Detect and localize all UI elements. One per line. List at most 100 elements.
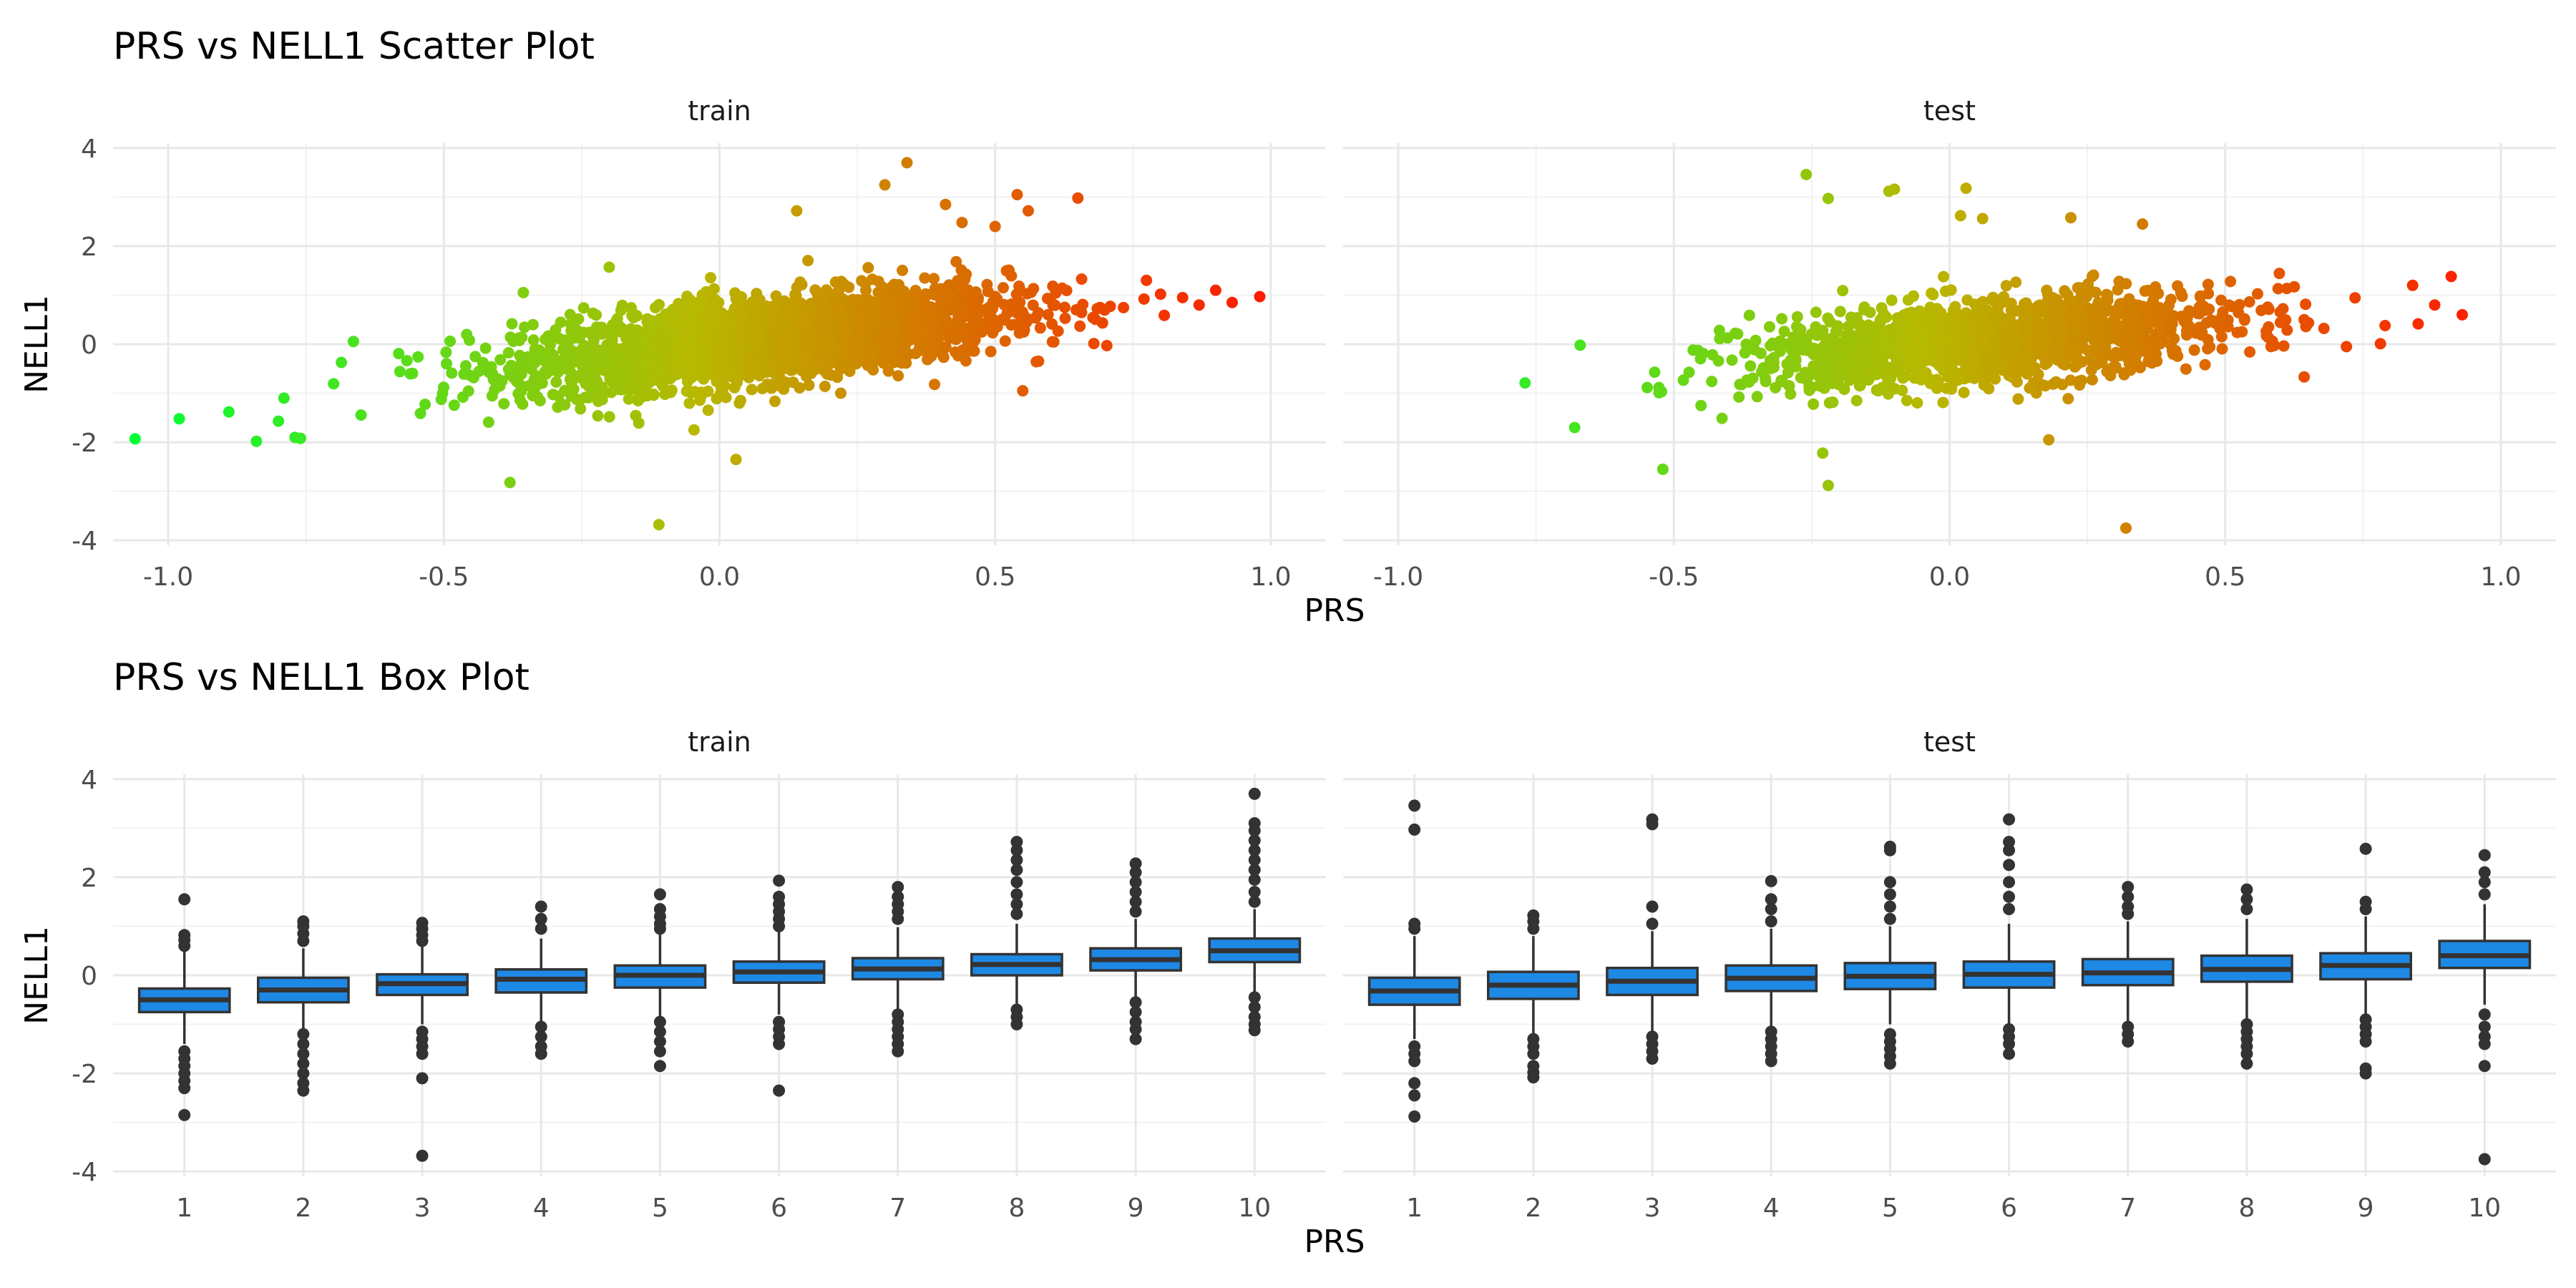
data-point bbox=[777, 305, 789, 317]
data-point bbox=[736, 311, 748, 323]
box-train-7 bbox=[851, 881, 945, 1058]
data-point bbox=[711, 322, 723, 334]
data-point bbox=[2012, 393, 2024, 405]
data-point bbox=[882, 351, 894, 363]
data-point bbox=[2165, 293, 2177, 306]
outlier-point bbox=[2478, 1020, 2491, 1033]
data-point bbox=[756, 351, 768, 364]
data-point bbox=[635, 381, 647, 393]
data-point bbox=[1958, 386, 1970, 399]
data-point bbox=[772, 321, 784, 333]
data-point bbox=[2057, 321, 2069, 333]
data-point bbox=[2041, 284, 2053, 296]
data-point bbox=[1807, 398, 1820, 410]
data-point bbox=[791, 205, 803, 217]
data-point bbox=[2277, 303, 2289, 315]
data-point bbox=[273, 415, 285, 427]
data-point bbox=[565, 390, 577, 402]
outlier-point bbox=[535, 1048, 547, 1060]
data-point bbox=[1072, 192, 1084, 204]
outlier-point bbox=[297, 1028, 310, 1040]
data-point bbox=[2110, 346, 2122, 358]
data-point bbox=[746, 384, 758, 396]
data-point bbox=[822, 313, 834, 326]
scatter-panel-test: test -1.0 -0.5 0.0 0.5 1.0 bbox=[1343, 95, 2556, 592]
data-point bbox=[928, 273, 940, 285]
data-point bbox=[1574, 339, 1586, 351]
outlier-point bbox=[2240, 883, 2253, 896]
data-point bbox=[825, 369, 837, 381]
outlier-point bbox=[1883, 888, 1896, 901]
box-train-8 bbox=[970, 836, 1063, 1030]
data-point bbox=[1011, 189, 1023, 200]
data-point bbox=[625, 323, 637, 335]
data-point bbox=[2064, 374, 2077, 386]
data-point bbox=[1974, 370, 1986, 382]
data-point bbox=[1014, 283, 1025, 295]
outlier-point bbox=[2003, 890, 2016, 903]
data-point bbox=[412, 351, 424, 363]
data-point bbox=[1254, 291, 1266, 303]
data-point bbox=[2069, 317, 2082, 329]
x-tick-label: 8 bbox=[2238, 1194, 2255, 1223]
box-y-axis-label: NELL1 bbox=[19, 926, 55, 1025]
data-point bbox=[559, 357, 571, 369]
box-train-6 bbox=[732, 874, 826, 1097]
data-point bbox=[1947, 321, 1959, 333]
data-point bbox=[550, 376, 562, 388]
data-point bbox=[1781, 358, 1793, 370]
data-point bbox=[2162, 306, 2174, 318]
data-point bbox=[799, 319, 811, 331]
box-train-10 bbox=[1208, 787, 1302, 1037]
data-point bbox=[2215, 294, 2228, 306]
outlier-point bbox=[297, 1067, 310, 1080]
outlier-point bbox=[1010, 1018, 1023, 1030]
data-point bbox=[812, 355, 824, 367]
data-point bbox=[2100, 288, 2112, 301]
data-point bbox=[1059, 312, 1071, 324]
data-point bbox=[1074, 320, 1086, 332]
data-point bbox=[2120, 341, 2132, 353]
data-point bbox=[575, 403, 587, 415]
data-point bbox=[856, 316, 868, 328]
data-point bbox=[2059, 285, 2071, 297]
data-point bbox=[1838, 384, 1850, 395]
data-point bbox=[1885, 294, 1898, 306]
data-point bbox=[693, 360, 706, 372]
data-point bbox=[1795, 323, 1807, 336]
outlier-point bbox=[1248, 873, 1261, 886]
data-point bbox=[948, 331, 960, 343]
y-tick-label: -2 bbox=[72, 1060, 97, 1089]
outlier-point bbox=[2359, 842, 2372, 855]
data-point bbox=[2104, 369, 2117, 381]
data-point bbox=[1988, 310, 2000, 322]
outlier-point bbox=[416, 1149, 429, 1162]
data-point bbox=[1098, 304, 1111, 316]
box-panel-train: train 1 2 3 4 5 6 7 8 9 10 -4 -2 0 2 4 bbox=[72, 726, 1326, 1223]
data-point bbox=[909, 285, 922, 296]
data-point bbox=[650, 302, 661, 313]
data-point bbox=[559, 399, 571, 411]
data-point bbox=[1687, 344, 1699, 356]
data-point bbox=[766, 348, 779, 360]
data-point bbox=[514, 379, 526, 391]
outlier-point bbox=[535, 922, 547, 935]
data-point bbox=[404, 368, 416, 380]
data-point bbox=[2078, 332, 2090, 344]
data-point bbox=[2111, 319, 2123, 331]
data-point bbox=[544, 338, 556, 351]
data-point bbox=[1785, 388, 1797, 400]
data-point bbox=[2034, 299, 2046, 311]
data-point bbox=[574, 394, 586, 406]
data-point bbox=[498, 398, 510, 410]
data-point bbox=[1764, 321, 1775, 333]
data-point bbox=[618, 361, 630, 373]
data-point bbox=[1052, 325, 1064, 337]
data-point bbox=[1911, 397, 1923, 409]
data-point bbox=[1745, 360, 1757, 372]
data-point bbox=[441, 358, 452, 370]
data-point bbox=[2112, 284, 2124, 296]
outlier-point bbox=[1129, 1023, 1142, 1035]
data-point bbox=[695, 321, 707, 333]
x-tick-label: -0.5 bbox=[419, 562, 469, 592]
